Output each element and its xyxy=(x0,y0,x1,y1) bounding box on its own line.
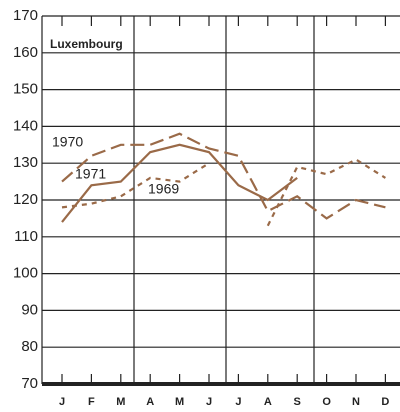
x-tick-label: M xyxy=(116,396,125,408)
x-tick-label: O xyxy=(322,396,331,408)
y-tick-label: 90 xyxy=(21,301,38,318)
y-tick-label: 80 xyxy=(21,338,38,355)
x-tick-label: F xyxy=(88,396,95,408)
x-tick-label: J xyxy=(206,396,212,408)
x-tick-label: A xyxy=(264,396,272,408)
series-label: 1969 xyxy=(148,181,179,197)
y-tick-label: 70 xyxy=(21,375,38,392)
x-tick-label: D xyxy=(381,396,389,408)
series-label: 1971 xyxy=(75,166,106,182)
data-line xyxy=(266,158,386,227)
data-line xyxy=(61,162,210,209)
x-tick-label: J xyxy=(235,396,241,408)
chart-title: Luxembourg xyxy=(50,37,123,51)
data-line xyxy=(61,143,298,223)
x-tick-label: S xyxy=(294,396,301,408)
y-tick-label: 110 xyxy=(14,228,38,245)
series-label: 1970 xyxy=(52,134,83,150)
data-line xyxy=(61,132,386,220)
x-tick-label: N xyxy=(352,396,360,408)
y-tick-label: 120 xyxy=(13,191,38,208)
x-tick-label: M xyxy=(175,396,184,408)
y-tick-label: 160 xyxy=(13,44,38,61)
y-tick-label: 140 xyxy=(13,117,38,134)
y-tick-label: 100 xyxy=(13,265,38,282)
y-tick-label: 130 xyxy=(13,154,38,171)
x-tick-label: J xyxy=(59,396,65,408)
x-tick-label: A xyxy=(146,396,154,408)
y-tick-label: 170 xyxy=(13,7,38,24)
y-tick-label: 150 xyxy=(13,81,38,98)
